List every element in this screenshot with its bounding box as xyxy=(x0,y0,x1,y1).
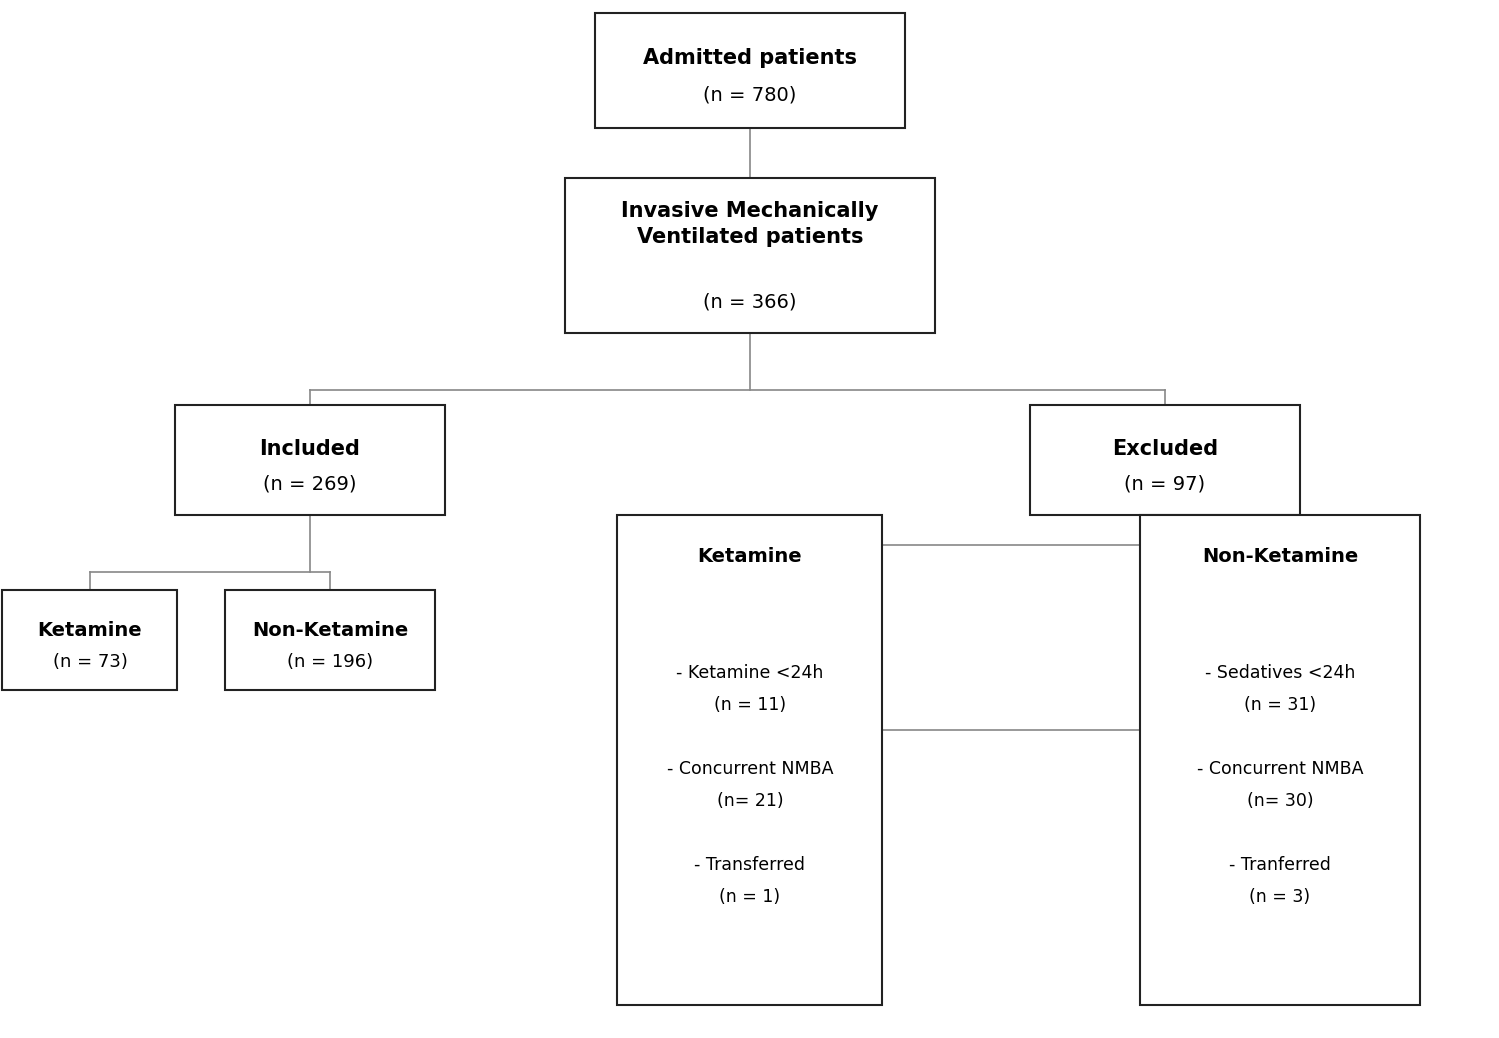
Text: (n = 780): (n = 780) xyxy=(703,86,796,105)
Text: Invasive Mechanically
Ventilated patients: Invasive Mechanically Ventilated patient… xyxy=(621,200,878,247)
Text: Ketamine: Ketamine xyxy=(697,547,802,567)
Text: Included: Included xyxy=(259,439,360,459)
FancyBboxPatch shape xyxy=(225,590,435,690)
Text: - Sedatives <24h
(n = 31)

- Concurrent NMBA
(n= 30)

- Tranferred
(n = 3): - Sedatives <24h (n = 31) - Concurrent N… xyxy=(1196,664,1363,906)
Text: (n = 196): (n = 196) xyxy=(286,653,373,671)
Text: Excluded: Excluded xyxy=(1112,439,1219,459)
FancyBboxPatch shape xyxy=(618,515,883,1005)
FancyBboxPatch shape xyxy=(1141,515,1420,1005)
FancyBboxPatch shape xyxy=(595,12,905,128)
Text: (n = 366): (n = 366) xyxy=(703,292,797,311)
Text: (n = 269): (n = 269) xyxy=(264,474,357,494)
FancyBboxPatch shape xyxy=(175,405,445,515)
Text: Admitted patients: Admitted patients xyxy=(643,49,857,69)
Text: Non-Ketamine: Non-Ketamine xyxy=(252,621,408,639)
Text: Ketamine: Ketamine xyxy=(37,621,142,639)
FancyBboxPatch shape xyxy=(1030,405,1300,515)
Text: (n = 97): (n = 97) xyxy=(1124,474,1205,494)
FancyBboxPatch shape xyxy=(565,177,935,332)
Text: (n = 73): (n = 73) xyxy=(52,653,127,671)
Text: - Ketamine <24h
(n = 11)

- Concurrent NMBA
(n= 21)

- Transferred
(n = 1): - Ketamine <24h (n = 11) - Concurrent NM… xyxy=(667,664,833,906)
Text: Non-Ketamine: Non-Ketamine xyxy=(1202,547,1358,567)
FancyBboxPatch shape xyxy=(3,590,177,690)
